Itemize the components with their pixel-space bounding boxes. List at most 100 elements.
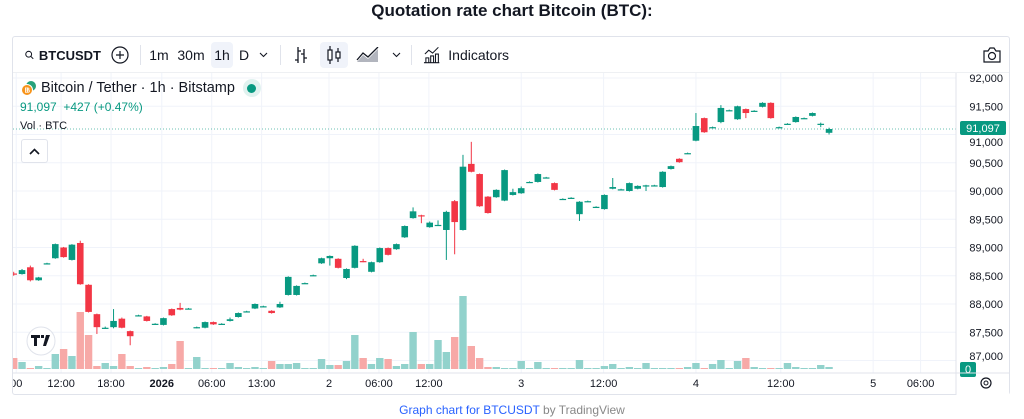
symbol-search-button[interactable]: BTCUSDT bbox=[21, 42, 101, 68]
volume-bar bbox=[218, 368, 226, 369]
volume-bar bbox=[301, 368, 309, 369]
candle-body bbox=[526, 181, 533, 184]
candle-body bbox=[509, 192, 517, 195]
interval-d[interactable]: D bbox=[238, 47, 250, 63]
volume-bar bbox=[767, 368, 775, 369]
price-tick-label: 89,000 bbox=[969, 243, 1003, 255]
volume-bar bbox=[26, 368, 35, 369]
bar-chart-button[interactable] bbox=[289, 42, 313, 68]
candle-body bbox=[110, 320, 117, 328]
volume-bar bbox=[201, 368, 209, 369]
price-tick-label: 88,000 bbox=[969, 299, 1003, 311]
divider bbox=[280, 45, 281, 65]
volume-bar bbox=[251, 367, 259, 369]
screenshot-button[interactable] bbox=[979, 42, 1005, 68]
candle-body bbox=[268, 310, 275, 314]
price-tick-label: 92,000 bbox=[969, 73, 1003, 85]
area-chart-button[interactable] bbox=[354, 42, 382, 68]
volume-bar bbox=[84, 335, 93, 369]
candle-body bbox=[576, 201, 583, 215]
candle-body bbox=[218, 323, 225, 325]
candle-body bbox=[601, 194, 608, 210]
volume-axis-label: 0 bbox=[965, 364, 971, 376]
volume-bar bbox=[600, 366, 609, 369]
volume-bar bbox=[559, 368, 567, 369]
candlestick-button[interactable] bbox=[320, 42, 348, 68]
candle-body bbox=[260, 306, 267, 308]
candle-body bbox=[309, 275, 317, 277]
volume-bar bbox=[733, 361, 742, 369]
volume-bar bbox=[675, 368, 683, 369]
indicators-button[interactable]: Indicators bbox=[419, 42, 509, 68]
candle-body bbox=[418, 215, 425, 217]
volume-bar bbox=[159, 367, 168, 369]
volume-bar bbox=[492, 367, 500, 369]
interval-30m[interactable]: 30m bbox=[177, 47, 205, 63]
candle-body bbox=[93, 314, 101, 328]
time-tick-label: 4 bbox=[693, 378, 699, 390]
volume-bar bbox=[367, 364, 376, 369]
footer-attribution: by TradingView bbox=[543, 403, 625, 417]
volume-bar bbox=[259, 368, 267, 369]
candle-body bbox=[434, 224, 442, 227]
candle-body bbox=[409, 211, 417, 219]
candle-body bbox=[351, 245, 359, 268]
settings-icon bbox=[983, 380, 989, 386]
candle-body bbox=[759, 102, 766, 107]
market-status-icon[interactable] bbox=[242, 79, 261, 97]
chart-widget: BTCUSDT 1m 30m 1h D Indicators 92,000 91,… bbox=[12, 36, 1010, 395]
interval-1m[interactable]: 1m bbox=[149, 47, 169, 63]
volume-bar bbox=[384, 359, 392, 369]
volume-bar bbox=[376, 358, 384, 369]
candle-body bbox=[651, 185, 658, 187]
bar-chart-icon bbox=[295, 47, 307, 63]
add-compare-icon bbox=[111, 46, 129, 64]
interval-dropdown[interactable] bbox=[255, 42, 271, 68]
volume-bar bbox=[342, 361, 351, 369]
candle-body bbox=[734, 106, 741, 120]
candle-body bbox=[617, 189, 625, 191]
indicators-label: Indicators bbox=[448, 47, 509, 63]
compare-button[interactable] bbox=[109, 42, 131, 68]
candle-body bbox=[18, 270, 26, 275]
volume-bar bbox=[617, 368, 625, 369]
indicators-icon bbox=[423, 46, 440, 64]
volume-bar bbox=[692, 363, 700, 369]
price-tick-label: 87,000 bbox=[969, 351, 1003, 363]
settings-icon[interactable] bbox=[980, 377, 992, 389]
time-tick-label: 12:00 bbox=[47, 378, 75, 390]
candle-body bbox=[725, 110, 733, 112]
candle-body bbox=[193, 327, 201, 329]
volume-bar bbox=[783, 363, 792, 369]
chevron-up-icon bbox=[29, 147, 40, 155]
candle-body bbox=[825, 129, 833, 133]
volume-bar bbox=[59, 349, 68, 369]
collapse-legend-button[interactable] bbox=[21, 139, 48, 163]
time-tick-label: 00 bbox=[13, 378, 22, 390]
footer-link[interactable]: Graph chart for BTCUSDT bbox=[399, 403, 540, 417]
price-tick-label: 91,500 bbox=[969, 101, 1003, 113]
last-price-badge bbox=[960, 121, 1006, 136]
candle-body bbox=[767, 102, 775, 119]
legend-volume-label: Vol · BTC bbox=[20, 120, 68, 132]
volume-bar bbox=[475, 358, 484, 369]
volume-bar bbox=[609, 364, 617, 369]
interval-1h[interactable]: 1h bbox=[211, 42, 233, 68]
chart-type-dropdown[interactable] bbox=[388, 42, 404, 68]
time-tick-label: 12:00 bbox=[590, 378, 618, 390]
volume-bar bbox=[234, 367, 243, 369]
candle-body bbox=[426, 222, 433, 228]
volume-bar bbox=[93, 366, 101, 369]
candle-body bbox=[368, 262, 375, 272]
candle-body bbox=[376, 248, 384, 263]
volume-bar bbox=[409, 332, 417, 369]
volume-bar bbox=[792, 367, 800, 369]
volume-bar bbox=[417, 364, 426, 369]
volume-bar bbox=[359, 358, 367, 369]
candle-body bbox=[334, 258, 342, 268]
candle-body bbox=[126, 331, 134, 337]
price-chart[interactable]: 92,000 91,500 91,000 90,500 90,000 89,500 89,0… bbox=[13, 73, 1009, 395]
volume-bar bbox=[542, 368, 550, 369]
volume-bar bbox=[34, 366, 43, 369]
time-tick-label: 12:00 bbox=[767, 378, 795, 390]
